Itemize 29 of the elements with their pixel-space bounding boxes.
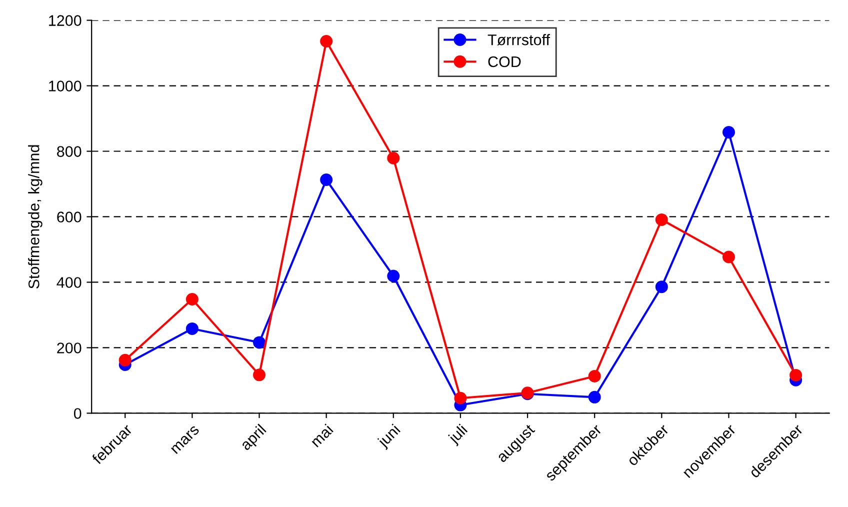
point bbox=[118, 354, 132, 366]
x-tick-label: juli bbox=[446, 424, 470, 446]
y-tick-label: 800 bbox=[57, 146, 82, 157]
point bbox=[655, 213, 668, 226]
point bbox=[722, 126, 735, 139]
y-axis-title: Stoffmengde, kg/mnd bbox=[28, 145, 42, 289]
point bbox=[186, 293, 198, 306]
y-tick-label: 600 bbox=[57, 212, 82, 222]
point bbox=[186, 322, 198, 335]
point bbox=[588, 370, 601, 382]
point bbox=[454, 392, 467, 404]
point bbox=[790, 368, 802, 382]
point bbox=[253, 368, 266, 382]
point bbox=[387, 270, 400, 282]
y-tick-label: 1000 bbox=[49, 80, 82, 92]
point bbox=[655, 280, 668, 294]
point bbox=[387, 152, 400, 164]
point bbox=[588, 390, 601, 404]
y-tick-label: 0 bbox=[74, 408, 82, 419]
point bbox=[320, 34, 333, 48]
point bbox=[253, 336, 266, 349]
legend-label: Tørrrstoff bbox=[488, 34, 550, 46]
y-tick-label: 400 bbox=[56, 277, 82, 288]
y-tick-label: 1200 bbox=[49, 15, 82, 26]
point bbox=[722, 250, 735, 264]
x-tick-label: mai bbox=[310, 424, 334, 448]
legend-label: COD bbox=[488, 56, 521, 68]
y-tick-label: 200 bbox=[57, 342, 82, 354]
point bbox=[320, 173, 333, 186]
